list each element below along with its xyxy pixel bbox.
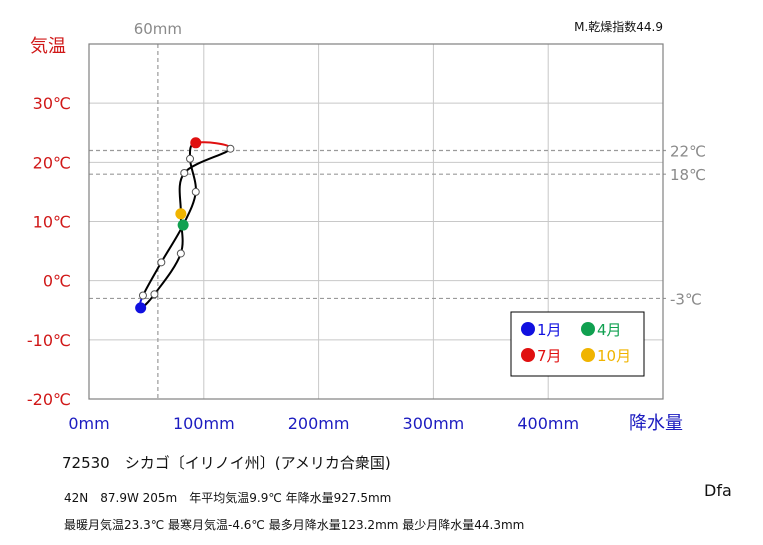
y-tick-label: -10℃ bbox=[27, 331, 71, 350]
legend-marker-7 bbox=[521, 348, 535, 362]
y-tick-label: -20℃ bbox=[27, 390, 71, 409]
month-point-8 bbox=[226, 144, 235, 153]
x-tick-label: 0mm bbox=[68, 414, 109, 433]
station-info-line1: 42N 87.9W 205m 年平均気温9.9℃ 年降水量927.5mm bbox=[64, 491, 392, 505]
x-tick-label: 400mm bbox=[517, 414, 579, 433]
month-point-2 bbox=[138, 291, 147, 300]
legend-box bbox=[510, 311, 645, 377]
reference-label-y: 18℃ bbox=[670, 166, 706, 184]
legend-label-10: 10月 bbox=[597, 347, 631, 365]
y-tick-label: 10℃ bbox=[33, 213, 71, 232]
month-point-12 bbox=[150, 290, 159, 299]
reference-label-y: 22℃ bbox=[670, 143, 706, 161]
month-point-11 bbox=[176, 249, 185, 258]
aridity-index-label: M.乾燥指数44.9 bbox=[574, 19, 663, 34]
month-point-10 bbox=[175, 208, 187, 220]
month-point-3 bbox=[157, 258, 166, 267]
legend-marker-1 bbox=[521, 322, 535, 336]
reference-label-x: 60mm bbox=[134, 20, 182, 38]
x-tick-label: 200mm bbox=[288, 414, 350, 433]
month-point-5 bbox=[191, 187, 200, 196]
x-axis-label: 降水量 bbox=[629, 413, 683, 434]
legend-label-7: 7月 bbox=[537, 347, 562, 365]
legend-marker-10 bbox=[581, 348, 595, 362]
y-tick-label: 30℃ bbox=[33, 94, 71, 113]
station-info-line2: 最暖月気温23.3℃ 最寒月気温-4.6℃ 最多月降水量123.2mm 最少月降… bbox=[64, 518, 525, 532]
x-tick-label: 300mm bbox=[403, 414, 465, 433]
legend-label-1: 1月 bbox=[537, 321, 562, 339]
plot-frame bbox=[88, 43, 664, 400]
month-point-7 bbox=[190, 137, 202, 149]
y-axis-label: 気温 bbox=[30, 36, 66, 57]
y-tick-label: 0℃ bbox=[43, 272, 71, 291]
month-point-4 bbox=[177, 219, 189, 231]
reference-label-y: -3℃ bbox=[670, 290, 702, 308]
koppen-class: Dfa bbox=[704, 481, 732, 500]
month-point-1 bbox=[135, 302, 147, 314]
station-title: 72530 シカゴ〔イリノイ州〕(アメリカ合衆国) bbox=[62, 454, 391, 472]
month-point-9 bbox=[180, 168, 189, 177]
x-tick-label: 100mm bbox=[173, 414, 235, 433]
legend-marker-4 bbox=[581, 322, 595, 336]
month-point-6 bbox=[186, 154, 195, 163]
y-tick-label: 20℃ bbox=[33, 153, 71, 172]
legend-label-4: 4月 bbox=[597, 321, 622, 339]
